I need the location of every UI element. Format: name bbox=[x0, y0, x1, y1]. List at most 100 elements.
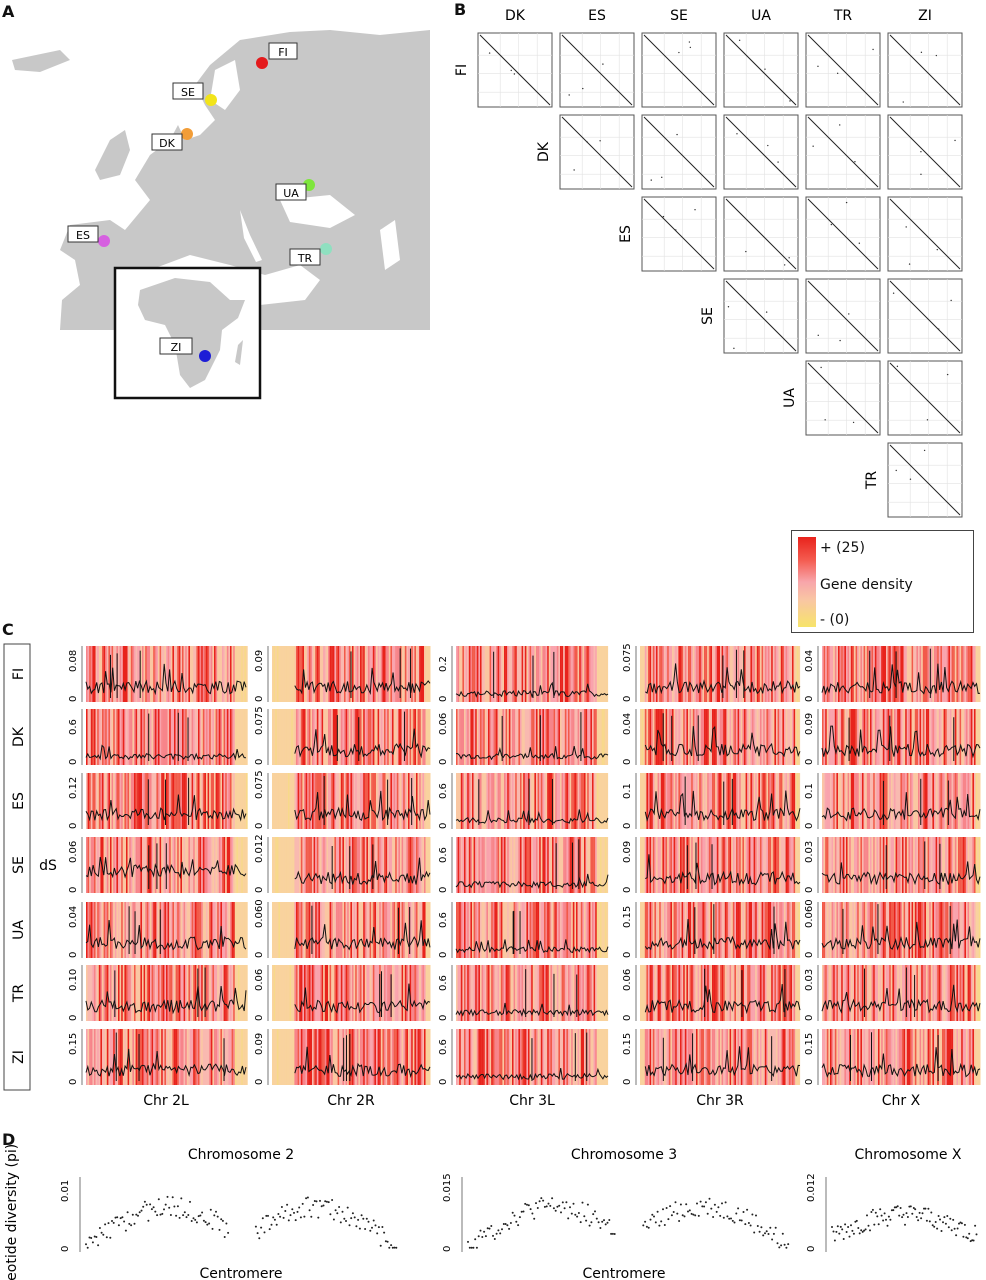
ds-panel bbox=[81, 709, 248, 765]
ds-panel bbox=[81, 646, 248, 702]
ds-panel bbox=[817, 965, 981, 1021]
row-label-zi: ZI bbox=[11, 1050, 27, 1064]
nucleotide-diversity-scatter: nucleotide diversity (pi) Chromosome 2 Cen… bbox=[4, 1144, 978, 1280]
tick-label: 0 bbox=[254, 1015, 265, 1021]
tick-label: 0.15 bbox=[68, 1033, 79, 1055]
dotplot-cell bbox=[641, 196, 717, 272]
site-label-ua: UA bbox=[275, 183, 307, 201]
row-label-fi: FI bbox=[11, 668, 27, 680]
madagascar-landmass bbox=[235, 340, 243, 365]
y-axis-label: dS bbox=[39, 858, 57, 874]
row-label-se: SE bbox=[11, 856, 27, 874]
dotplot-cell bbox=[887, 442, 963, 518]
svg-text:UA: UA bbox=[283, 187, 299, 200]
ds-panel bbox=[817, 773, 981, 829]
legend-title: Gene density bbox=[820, 577, 913, 593]
pi-points bbox=[831, 1205, 978, 1243]
ds-panel bbox=[817, 902, 981, 958]
synteny-dotplot-matrix: DK ES SE UA TR ZI FI DK ES SE UA TR bbox=[454, 8, 963, 518]
tick-label: 0.03 bbox=[804, 841, 815, 863]
tick-label: 0.015 bbox=[442, 1173, 453, 1202]
matrix-row-label: TR bbox=[864, 471, 880, 491]
panel-label-a: A bbox=[2, 2, 15, 21]
tick-label: 0.6 bbox=[438, 975, 449, 991]
dotplot-cell bbox=[805, 114, 881, 190]
tick-label: 0.6 bbox=[438, 1039, 449, 1055]
ds-panel bbox=[451, 1029, 609, 1085]
matrix-col-label: UA bbox=[751, 8, 771, 24]
tick-label: 0 bbox=[804, 823, 815, 829]
site-dot-fi bbox=[256, 57, 268, 69]
svg-text:SE: SE bbox=[181, 86, 195, 99]
ds-panel bbox=[451, 709, 609, 765]
tick-label: 0 bbox=[622, 823, 633, 829]
gene-density-legend: + (25) Gene density - (0) bbox=[791, 530, 974, 633]
dotplot-cell bbox=[887, 114, 963, 190]
tick-label: 0.075 bbox=[622, 643, 633, 672]
ds-panel bbox=[81, 902, 248, 958]
dotplot-cell bbox=[805, 196, 881, 272]
chromosome-arm-label: Chr 3L bbox=[509, 1093, 555, 1109]
tick-label: 0 bbox=[438, 1015, 449, 1021]
tick-label: 0 bbox=[804, 1079, 815, 1085]
tick-label: 0.04 bbox=[804, 650, 815, 672]
tick-label: 0.12 bbox=[68, 777, 79, 799]
matrix-row-label: FI bbox=[454, 64, 470, 76]
tick-label: 0 bbox=[254, 952, 265, 958]
ds-panel bbox=[267, 709, 431, 765]
tick-label: 0.06 bbox=[622, 969, 633, 991]
tick-label: 0.15 bbox=[622, 1033, 633, 1055]
europe-landmass bbox=[60, 30, 430, 330]
tick-label: 0 bbox=[68, 1015, 79, 1021]
matrix-row-label: SE bbox=[700, 307, 716, 325]
tick-label: 0.08 bbox=[68, 650, 79, 672]
tick-label: 0 bbox=[438, 823, 449, 829]
row-label-ua: UA bbox=[11, 920, 27, 940]
tick-label: 0.01 bbox=[60, 1180, 71, 1202]
site-label-se: SE bbox=[172, 82, 204, 100]
svg-text:FI: FI bbox=[278, 46, 288, 59]
chromosome-arm-label: Chr 2R bbox=[327, 1093, 375, 1109]
ds-panel bbox=[817, 646, 981, 702]
baltic-sea bbox=[210, 60, 240, 110]
tick-label: 0.6 bbox=[438, 912, 449, 928]
dotplot-cell bbox=[723, 278, 799, 354]
ds-panel bbox=[635, 965, 801, 1021]
ds-panel bbox=[81, 1029, 248, 1085]
site-label-tr: TR bbox=[289, 248, 321, 266]
tick-label: 0.012 bbox=[806, 1173, 817, 1202]
tick-label: 0 bbox=[804, 1015, 815, 1021]
centromere-label: Centromere bbox=[199, 1266, 282, 1280]
tick-label: 0 bbox=[438, 1079, 449, 1085]
dotplot-cell bbox=[723, 32, 799, 108]
dotplot-cell bbox=[559, 114, 635, 190]
matrix-row-label: ES bbox=[618, 225, 634, 243]
tick-label: 0 bbox=[622, 952, 633, 958]
tick-label: 0 bbox=[804, 696, 815, 702]
dotplot-cell bbox=[887, 32, 963, 108]
legend-min-label: - (0) bbox=[820, 612, 850, 628]
site-dot-es bbox=[98, 235, 110, 247]
ds-panel bbox=[81, 837, 248, 893]
gene-density-colorbar bbox=[798, 537, 816, 627]
site-label-dk: DK bbox=[151, 133, 183, 151]
tick-label: 0.060 bbox=[804, 899, 815, 928]
ds-panel bbox=[267, 965, 431, 1021]
tick-label: 0.06 bbox=[68, 841, 79, 863]
tick-label: 0 bbox=[622, 1079, 633, 1085]
ds-panel bbox=[451, 773, 609, 829]
svg-text:DK: DK bbox=[159, 137, 175, 150]
tick-label: 0 bbox=[68, 887, 79, 893]
ds-line-grid: dS FI 0 0.08 0 0.09 0 0.2 0 0.075 0 0.04 DK 0 0.6 0 0.07… bbox=[3, 643, 981, 1109]
ds-panel bbox=[267, 773, 431, 829]
matrix-col-label: SE bbox=[670, 8, 688, 24]
tick-label: 0.15 bbox=[804, 1033, 815, 1055]
tick-label: 0 bbox=[254, 696, 265, 702]
row-label-tr: TR bbox=[11, 984, 27, 1004]
tick-label: 0.03 bbox=[804, 969, 815, 991]
chromosome-title: Chromosome 3 bbox=[571, 1147, 677, 1163]
chromosome-title: Chromosome 2 bbox=[188, 1147, 294, 1163]
centromere-label: Centromere bbox=[582, 1266, 665, 1280]
ds-panel bbox=[635, 902, 801, 958]
ds-panel bbox=[267, 646, 431, 702]
